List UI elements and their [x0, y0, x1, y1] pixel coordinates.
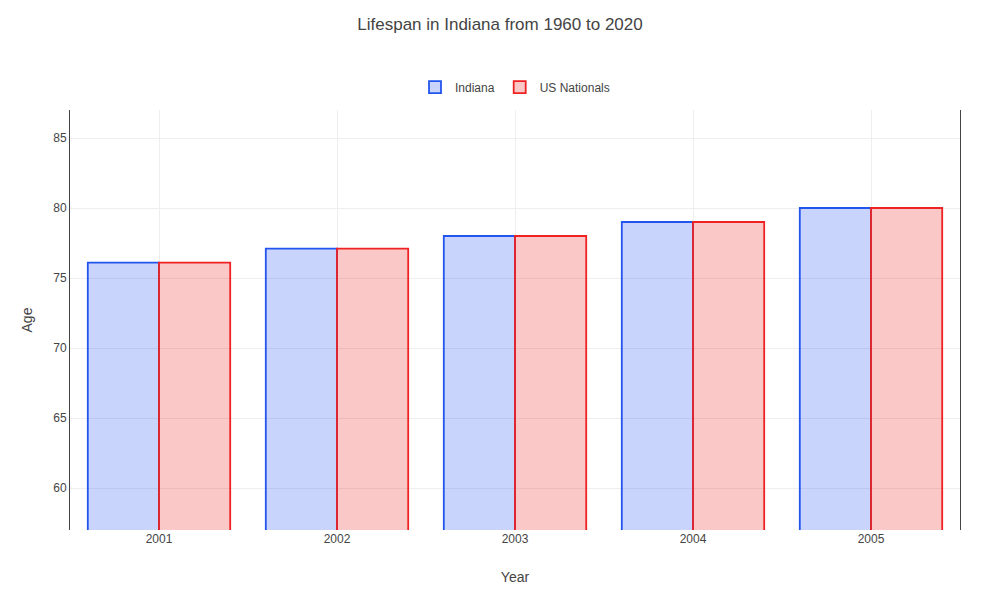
svg-text:70: 70	[53, 341, 67, 355]
svg-text:Year: Year	[501, 569, 530, 585]
svg-text:65: 65	[53, 411, 67, 425]
svg-text:85: 85	[53, 131, 67, 145]
svg-text:75: 75	[53, 271, 67, 285]
svg-text:2004: 2004	[680, 532, 707, 546]
svg-text:Lifespan in Indiana from 1960: Lifespan in Indiana from 1960 to 2020	[357, 15, 642, 34]
svg-text:80: 80	[53, 201, 67, 215]
svg-text:2002: 2002	[324, 532, 351, 546]
svg-text:US Nationals: US Nationals	[540, 81, 610, 95]
svg-text:60: 60	[53, 481, 67, 495]
svg-text:2001: 2001	[146, 532, 173, 546]
svg-text:2005: 2005	[858, 532, 885, 546]
svg-text:2003: 2003	[502, 532, 529, 546]
svg-text:Age: Age	[19, 307, 35, 332]
svg-text:Indiana: Indiana	[455, 81, 495, 95]
